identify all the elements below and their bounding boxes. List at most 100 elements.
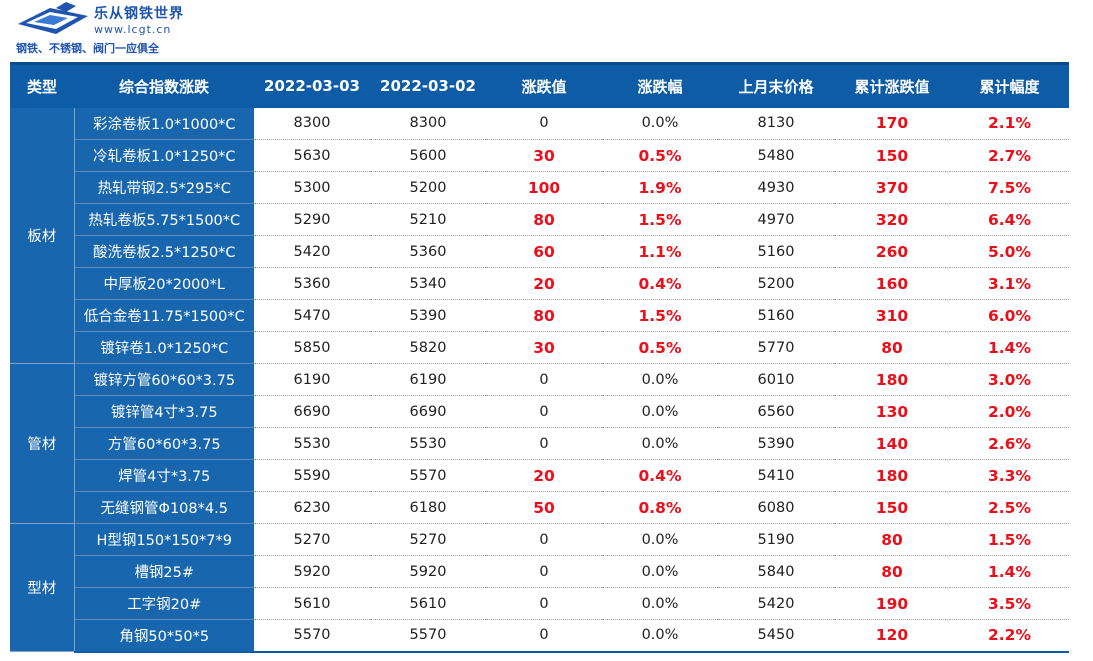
change-percent-cell: 0.5% — [602, 331, 718, 364]
product-name-cell: 焊管4寸*3.75 — [74, 459, 254, 492]
cumulative-percent-cell: 3.5% — [950, 587, 1069, 620]
cumulative-percent-cell: 1.4% — [950, 331, 1069, 364]
product-name-cell: 冷轧卷板1.0*1250*C — [74, 139, 254, 172]
cumulative-percent-cell: 2.2% — [950, 619, 1069, 653]
cumulative-change-cell: 370 — [834, 171, 950, 204]
change-value-cell: 30 — [486, 331, 602, 364]
change-value-cell: 0 — [486, 619, 602, 653]
table-row: 焊管4寸*3.75 5590 5570 20 0.4% 5410 180 3.3% — [10, 459, 1069, 492]
price-previous-cell: 6180 — [370, 491, 486, 524]
change-value-cell: 60 — [486, 235, 602, 268]
change-percent-cell: 0.4% — [602, 459, 718, 492]
cumulative-change-cell: 180 — [834, 363, 950, 396]
price-index-table: 类型 综合指数涨跌 2022-03-03 2022-03-02 涨跌值 涨跌幅 上月末价格累… — [10, 62, 1069, 653]
table-row: 板材 彩涂卷板1.0*1000*C 8300 8300 0 0.0% 8130 170 2.1% — [10, 107, 1069, 364]
column-header: 累计涨跌值 — [834, 62, 950, 108]
last-month-price-cell: 5420 — [718, 587, 834, 620]
cumulative-percent-cell: 2.6% — [950, 427, 1069, 460]
cumulative-change-cell: 80 — [834, 523, 950, 556]
price-previous-cell: 5610 — [370, 587, 486, 620]
change-value-cell: 30 — [486, 139, 602, 172]
price-current-cell: 5920 — [254, 555, 370, 588]
price-previous-cell: 5920 — [370, 555, 486, 588]
change-percent-cell: 0.0% — [602, 587, 718, 620]
table-row: 冷轧卷板1.0*1250*C 5630 5600 30 0.5% 5480 150 2.7% — [10, 139, 1069, 172]
column-header: 2022-03-03 — [254, 62, 370, 108]
last-month-price-cell: 5190 — [718, 523, 834, 556]
product-name-cell: 热轧卷板5.75*1500*C — [74, 203, 254, 236]
cumulative-percent-cell: 7.5% — [950, 171, 1069, 204]
cumulative-percent-cell: 2.5% — [950, 491, 1069, 524]
product-name-cell: 酸洗卷板2.5*1250*C — [74, 235, 254, 268]
table-body: 板材 彩涂卷板1.0*1000*C 8300 8300 0 0.0% 8130 170 2.1%… — [10, 107, 1069, 653]
table-row: 中厚板20*2000*L 5360 5340 20 0.4% 5200 160 3.1% — [10, 267, 1069, 300]
change-percent-cell: 1.1% — [602, 235, 718, 268]
cumulative-percent-cell: 3.1% — [950, 267, 1069, 300]
last-month-price-cell: 5160 — [718, 235, 834, 268]
change-percent-cell: 1.9% — [602, 171, 718, 204]
price-previous-cell: 5340 — [370, 267, 486, 300]
last-month-price-cell: 5160 — [718, 299, 834, 332]
last-month-price-cell: 5390 — [718, 427, 834, 460]
change-value-cell: 0 — [486, 363, 602, 396]
price-current-cell: 6190 — [254, 363, 370, 396]
product-name-cell: 无缝钢管Φ108*4.5 — [74, 491, 254, 524]
cumulative-percent-cell: 6.0% — [950, 299, 1069, 332]
table-row: 无缝钢管Φ108*4.5 6230 6180 50 0.8% 6080 150 2.5% — [10, 491, 1069, 524]
site-logo[interactable]: 乐从钢铁世界 www.lcgt.cn 钢铁、不锈钢、阀门一应俱全 — [14, 2, 214, 58]
logo-emblem-icon — [18, 2, 88, 34]
category-cell: 板材 — [10, 107, 75, 364]
table-row: 酸洗卷板2.5*1250*C 5420 5360 60 1.1% 5160 260 5.0% — [10, 235, 1069, 268]
column-header: 类型 — [10, 62, 74, 108]
change-value-cell: 80 — [486, 299, 602, 332]
cumulative-percent-cell: 6.4% — [950, 203, 1069, 236]
table-row: 槽钢25# 5920 5920 0 0.0% 5840 80 1.4% — [10, 555, 1069, 588]
change-value-cell: 0 — [486, 395, 602, 428]
price-previous-cell: 6190 — [370, 363, 486, 396]
column-header: 2022-03-02 — [370, 62, 486, 108]
category-cell: 型材 — [10, 523, 75, 652]
price-previous-cell: 5200 — [370, 171, 486, 204]
change-value-cell: 80 — [486, 203, 602, 236]
price-previous-cell: 5820 — [370, 331, 486, 364]
change-value-cell: 0 — [486, 427, 602, 460]
price-current-cell: 5290 — [254, 203, 370, 236]
cumulative-change-cell: 170 — [834, 107, 950, 140]
change-percent-cell: 0.0% — [602, 555, 718, 588]
product-name-cell: 镀锌卷1.0*1250*C — [74, 331, 254, 364]
table-row: 方管60*60*3.75 5530 5530 0 0.0% 5390 140 2.6% — [10, 427, 1069, 460]
table-row: 热轧卷板5.75*1500*C 5290 5210 80 1.5% 4970 320 6.4% — [10, 203, 1069, 236]
last-month-price-cell: 6080 — [718, 491, 834, 524]
last-month-price-cell: 8130 — [718, 107, 834, 140]
change-value-cell: 0 — [486, 523, 602, 556]
column-header: 涨跌幅 — [602, 62, 718, 108]
column-header: 涨跌值 — [486, 62, 602, 108]
product-name-cell: 工字钢20# — [74, 587, 254, 620]
change-percent-cell: 0.0% — [602, 427, 718, 460]
column-header: 上月末价格 — [718, 62, 834, 108]
product-name-cell: 镀锌管4寸*3.75 — [74, 395, 254, 428]
change-value-cell: 20 — [486, 267, 602, 300]
table-row: 镀锌管4寸*3.75 6690 6690 0 0.0% 6560 130 2.0% — [10, 395, 1069, 428]
price-previous-cell: 5210 — [370, 203, 486, 236]
product-name-cell: 角钢50*50*5 — [74, 619, 254, 653]
table-row: 工字钢20# 5610 5610 0 0.0% 5420 190 3.5% — [10, 587, 1069, 620]
last-month-price-cell: 4970 — [718, 203, 834, 236]
cumulative-change-cell: 320 — [834, 203, 950, 236]
price-current-cell: 6230 — [254, 491, 370, 524]
table-row: 型材 H型钢150*150*7*9 5270 5270 0 0.0% 5190 80 1.5% — [10, 523, 1069, 652]
cumulative-change-cell: 180 — [834, 459, 950, 492]
last-month-price-cell: 5410 — [718, 459, 834, 492]
change-percent-cell: 0.0% — [602, 107, 718, 140]
change-percent-cell: 1.5% — [602, 299, 718, 332]
change-percent-cell: 0.5% — [602, 139, 718, 172]
cumulative-percent-cell: 3.0% — [950, 363, 1069, 396]
cumulative-change-cell: 310 — [834, 299, 950, 332]
product-name-cell: H型钢150*150*7*9 — [74, 523, 254, 556]
product-name-cell: 镀锌方管60*60*3.75 — [74, 363, 254, 396]
cumulative-change-cell: 80 — [834, 331, 950, 364]
change-percent-cell: 0.0% — [602, 363, 718, 396]
cumulative-change-cell: 140 — [834, 427, 950, 460]
price-current-cell: 8300 — [254, 107, 370, 140]
last-month-price-cell: 5200 — [718, 267, 834, 300]
